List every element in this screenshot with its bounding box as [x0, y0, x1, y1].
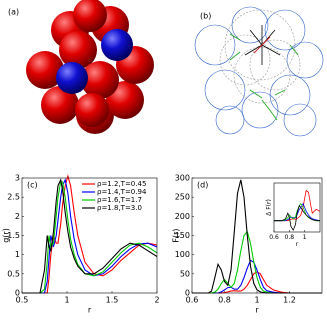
y-tick-label: 2 — [15, 212, 20, 221]
y-tick-label: 50 — [180, 269, 190, 278]
x-tick-label: 2 — [154, 296, 159, 305]
data-line — [274, 189, 321, 222]
panel-label: (c) — [27, 181, 38, 190]
x-tick-label: 1.2 — [283, 296, 296, 305]
data-line — [22, 174, 158, 294]
x-tick-label: 0.5 — [16, 296, 29, 305]
x-tick-label: 0.8 — [218, 296, 231, 305]
x-tick-label: 1 — [254, 296, 259, 305]
x-tick-label: 0.6 — [186, 296, 199, 305]
y-axis-label: g(r) — [2, 228, 11, 243]
x-tick-label: 1 — [64, 296, 69, 305]
y-tick-label: 150 — [175, 231, 190, 240]
y-tick-label: 300 — [175, 174, 190, 183]
circle-diagram — [194, 6, 324, 137]
panel-label: (d) — [197, 181, 208, 190]
chart-panel: 0.5 1 1.5 200.511.522.53ρ=1.2,T=0.45ρ=1.4,T… — [2, 174, 160, 315]
y-axis-label: Δ F(r) — [266, 199, 273, 216]
plot-frame — [191, 177, 323, 294]
y-axis-label: F(r) — [172, 228, 181, 242]
x-axis-label: r — [296, 241, 299, 248]
y-tick-label: 100 — [175, 250, 190, 259]
y-tick-label: 1 — [15, 250, 20, 259]
y-tick-label: 200 — [175, 212, 190, 221]
data-line — [22, 178, 158, 294]
plot-frame — [21, 177, 158, 294]
panel-label: (a) — [8, 8, 19, 17]
legend-label: ρ=1.4,T=0.94 — [97, 188, 147, 196]
data-line — [274, 202, 321, 222]
data-line — [274, 204, 320, 231]
y-tick-label: 0 — [185, 289, 190, 298]
x-tick-label: 0.8 — [285, 234, 295, 241]
legend-label: ρ=1.8,T=3.0 — [97, 204, 142, 212]
y-tick-label: 250 — [175, 193, 190, 202]
x-tick-label: 1.5 — [106, 296, 119, 305]
x-tick-label: 1 — [303, 234, 307, 241]
chart-panel: 0.6 0.8 1r Δ F(r) — [266, 182, 321, 248]
data-line — [22, 181, 158, 294]
plot-frame — [273, 182, 321, 233]
x-tick-label: 0.6 — [269, 234, 279, 241]
y-tick-label: 0.5 — [7, 269, 20, 278]
x-axis-label: r — [88, 305, 92, 314]
data-line — [22, 178, 158, 294]
sphere-cluster — [26, 0, 154, 134]
legend-label: ρ=1.6,T=1.7 — [97, 196, 142, 204]
y-tick-label: 3 — [15, 174, 20, 183]
y-tick-label: 0 — [15, 289, 20, 298]
legend-label: ρ=1.2,T=0.45 — [97, 180, 146, 188]
inset-background — [274, 183, 320, 232]
chart-panel: 0.6 0.8 1 1.2 0 50 100 150 200 250 300 (d) r F(r) — [172, 174, 323, 314]
y-tick-label: 1.5 — [7, 231, 20, 240]
panel-label: (b) — [200, 12, 211, 21]
y-tick-label: 2.5 — [7, 193, 20, 202]
x-axis-label: r — [255, 305, 259, 314]
